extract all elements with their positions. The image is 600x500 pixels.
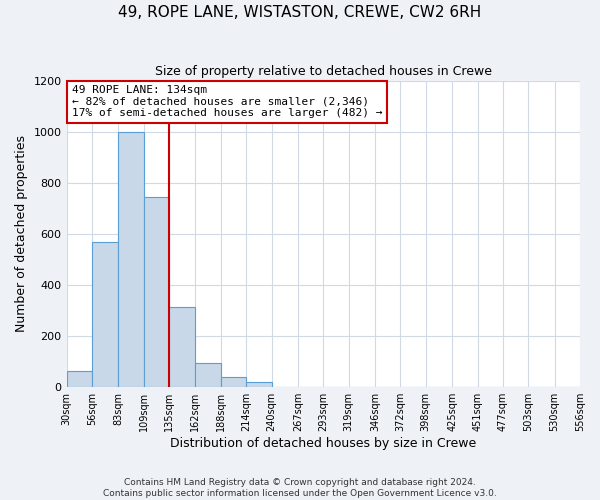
Text: 49, ROPE LANE, WISTASTON, CREWE, CW2 6RH: 49, ROPE LANE, WISTASTON, CREWE, CW2 6RH (118, 5, 482, 20)
Bar (118, 132, 143, 387)
Text: 49 ROPE LANE: 134sqm
← 82% of detached houses are smaller (2,346)
17% of semi-de: 49 ROPE LANE: 134sqm ← 82% of detached h… (71, 85, 382, 118)
Bar (169, 306, 196, 387)
Bar (143, 197, 169, 387)
Bar (221, 377, 246, 387)
Text: Contains HM Land Registry data © Crown copyright and database right 2024.
Contai: Contains HM Land Registry data © Crown c… (103, 478, 497, 498)
Y-axis label: Number of detached properties: Number of detached properties (15, 136, 28, 332)
Bar (92, 242, 118, 387)
Bar (246, 382, 272, 387)
Bar (196, 363, 221, 387)
Bar (67, 370, 92, 387)
Title: Size of property relative to detached houses in Crewe: Size of property relative to detached ho… (155, 65, 492, 78)
X-axis label: Distribution of detached houses by size in Crewe: Distribution of detached houses by size … (170, 437, 476, 450)
